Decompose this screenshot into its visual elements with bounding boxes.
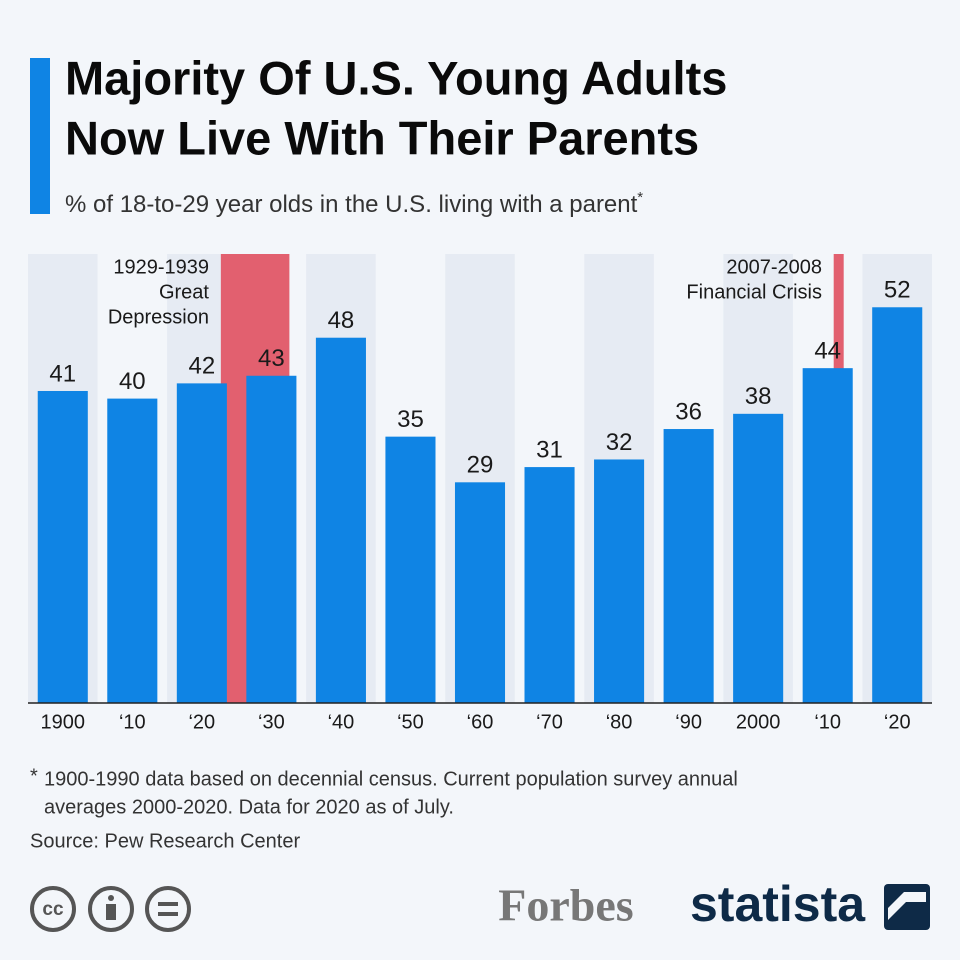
value-label: 29 bbox=[467, 452, 494, 479]
statista-mark bbox=[884, 884, 930, 930]
forbes-logo: Forbes bbox=[498, 880, 633, 931]
title-accent bbox=[30, 58, 50, 214]
x-tick-label: ‘60 bbox=[467, 711, 494, 733]
annotation-text: Financial Crisis bbox=[686, 281, 822, 303]
bar bbox=[872, 307, 923, 703]
x-tick-label: ‘90 bbox=[675, 711, 702, 733]
source: Source: Pew Research Center bbox=[30, 830, 300, 852]
value-label: 48 bbox=[328, 307, 355, 334]
chart-title: Now Live With Their Parents bbox=[65, 111, 699, 164]
x-tick-label: 1900 bbox=[41, 711, 86, 733]
chart-subtitle: % of 18-to-29 year olds in the U.S. livi… bbox=[65, 189, 643, 218]
annotation-text: 1929-1939 bbox=[113, 256, 209, 278]
plot: 1929-1939 Great Depression 2007-2008 Financi… bbox=[28, 254, 932, 733]
statista-logo: statista bbox=[690, 876, 866, 932]
value-label: 42 bbox=[188, 353, 215, 380]
x-tick-label: ‘10 bbox=[814, 711, 841, 733]
nd-icon bbox=[145, 886, 191, 932]
bar bbox=[454, 482, 506, 703]
x-tick-label: ‘20 bbox=[188, 711, 215, 733]
x-tick-label: ‘70 bbox=[536, 711, 563, 733]
footnote: averages 2000-2020. Data for 2020 as of … bbox=[44, 796, 454, 818]
bar bbox=[733, 413, 784, 703]
by-head bbox=[108, 895, 114, 901]
bar bbox=[176, 383, 227, 703]
value-label: 43 bbox=[258, 345, 285, 372]
cc-text: cc bbox=[42, 899, 64, 920]
x-tick-label: ‘10 bbox=[119, 711, 146, 733]
cc-icon bbox=[30, 886, 76, 932]
bar bbox=[315, 337, 366, 703]
by-body bbox=[106, 904, 116, 920]
bar bbox=[663, 429, 714, 703]
subtitle-mark: * bbox=[637, 189, 643, 206]
x-tick-label: ‘30 bbox=[258, 711, 285, 733]
value-label: 38 bbox=[745, 383, 772, 410]
value-label: 44 bbox=[814, 337, 841, 364]
annotation-text: Great bbox=[159, 281, 209, 303]
annotation-text: Depression bbox=[108, 306, 209, 328]
statista-swoosh bbox=[888, 892, 926, 920]
bar bbox=[524, 467, 575, 703]
value-label: 31 bbox=[536, 436, 563, 463]
bar bbox=[594, 459, 645, 703]
x-tick-label: ‘40 bbox=[328, 711, 355, 733]
value-label: 35 bbox=[397, 406, 424, 433]
bar bbox=[107, 398, 158, 703]
x-tick-label: 2000 bbox=[736, 711, 781, 733]
x-tick-label: ‘80 bbox=[606, 711, 633, 733]
by-icon bbox=[88, 886, 134, 932]
bar bbox=[802, 368, 853, 703]
bar bbox=[37, 390, 88, 703]
value-label: 41 bbox=[49, 360, 76, 387]
footnote: 1900-1990 data based on decennial census… bbox=[44, 768, 738, 790]
value-label: 40 bbox=[119, 368, 146, 395]
nd-bar bbox=[158, 912, 178, 916]
value-label: 52 bbox=[884, 277, 911, 304]
x-tick-label: ‘20 bbox=[884, 711, 911, 733]
bar bbox=[385, 436, 436, 703]
nd-bar bbox=[158, 902, 178, 906]
value-label: 32 bbox=[606, 429, 633, 456]
license-icons bbox=[30, 886, 191, 932]
bar bbox=[246, 375, 297, 703]
value-label: 36 bbox=[675, 398, 702, 425]
footnote-mark: * bbox=[30, 765, 38, 787]
chart-title: Majority Of U.S. Young Adults bbox=[65, 51, 727, 104]
annotation-text: 2007-2008 bbox=[726, 256, 822, 278]
subtitle-text: % of 18-to-29 year olds in the U.S. livi… bbox=[65, 191, 638, 218]
x-tick-label: ‘50 bbox=[397, 711, 424, 733]
